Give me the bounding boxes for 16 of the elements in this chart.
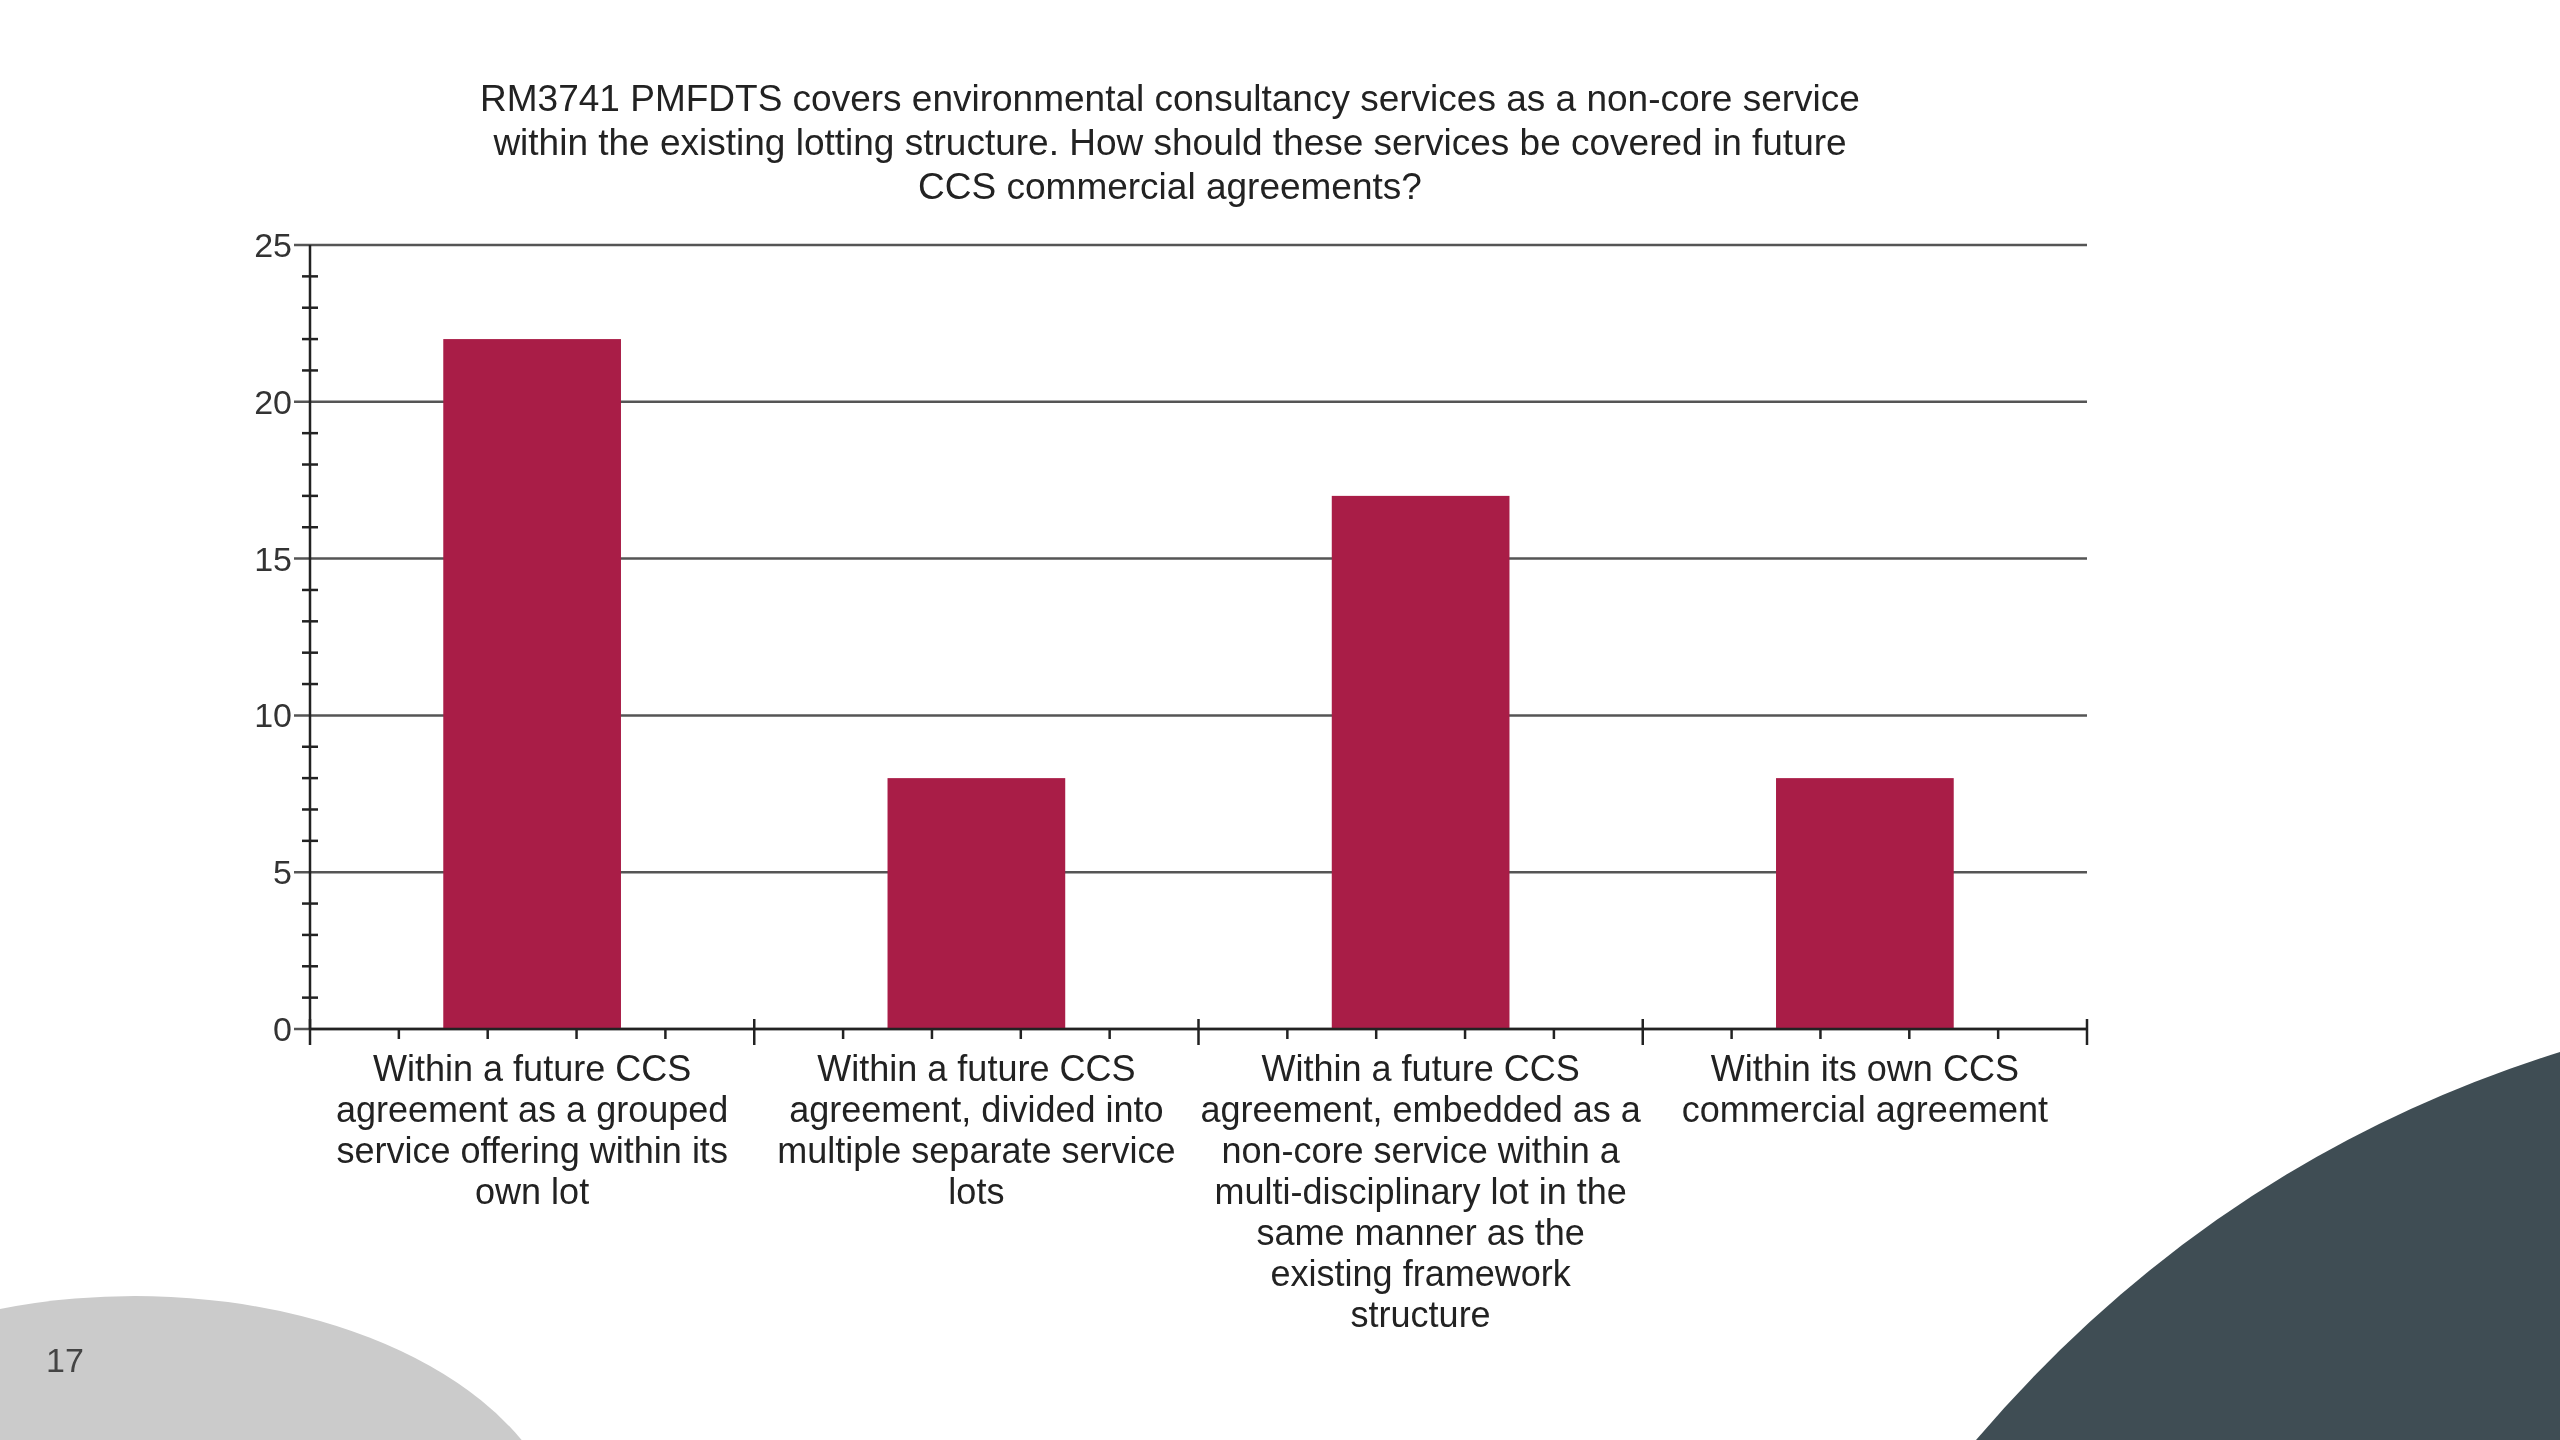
x-tick-label: Within a future CCS agreement, divided into multiple separate service lots bbox=[777, 1048, 1176, 1212]
x-tick-label: Within a future CCS agreement, embedded as a non-core service within a multi-disciplinary lot in the same manner as the existing framework structure bbox=[1200, 1048, 1642, 1335]
text: 17 bbox=[46, 1341, 84, 1379]
y-tick-label: 15 bbox=[254, 539, 292, 578]
y-tick-label: 10 bbox=[254, 696, 292, 735]
bar bbox=[1331, 495, 1510, 1029]
bar bbox=[443, 339, 621, 1029]
bar bbox=[887, 778, 1066, 1029]
bar bbox=[1776, 778, 1954, 1029]
y-tick-label: 5 bbox=[273, 853, 292, 892]
x-tick-label: Within its own CCS commercial agreement bbox=[1681, 1048, 2048, 1130]
y-tick-label: 0 bbox=[273, 1009, 292, 1048]
y-tick-label: 25 bbox=[254, 225, 292, 264]
chart-title: RM3741 PMFDTS covers environmental consultancy services as a non-core service within the existing lotting structure. How should these services be covered in future CCS commercial agreements? bbox=[480, 78, 1860, 207]
x-tick-label: Within a future CCS agreement as a grouped service offering within its own lot bbox=[335, 1048, 729, 1212]
y-tick-label: 20 bbox=[254, 382, 292, 421]
